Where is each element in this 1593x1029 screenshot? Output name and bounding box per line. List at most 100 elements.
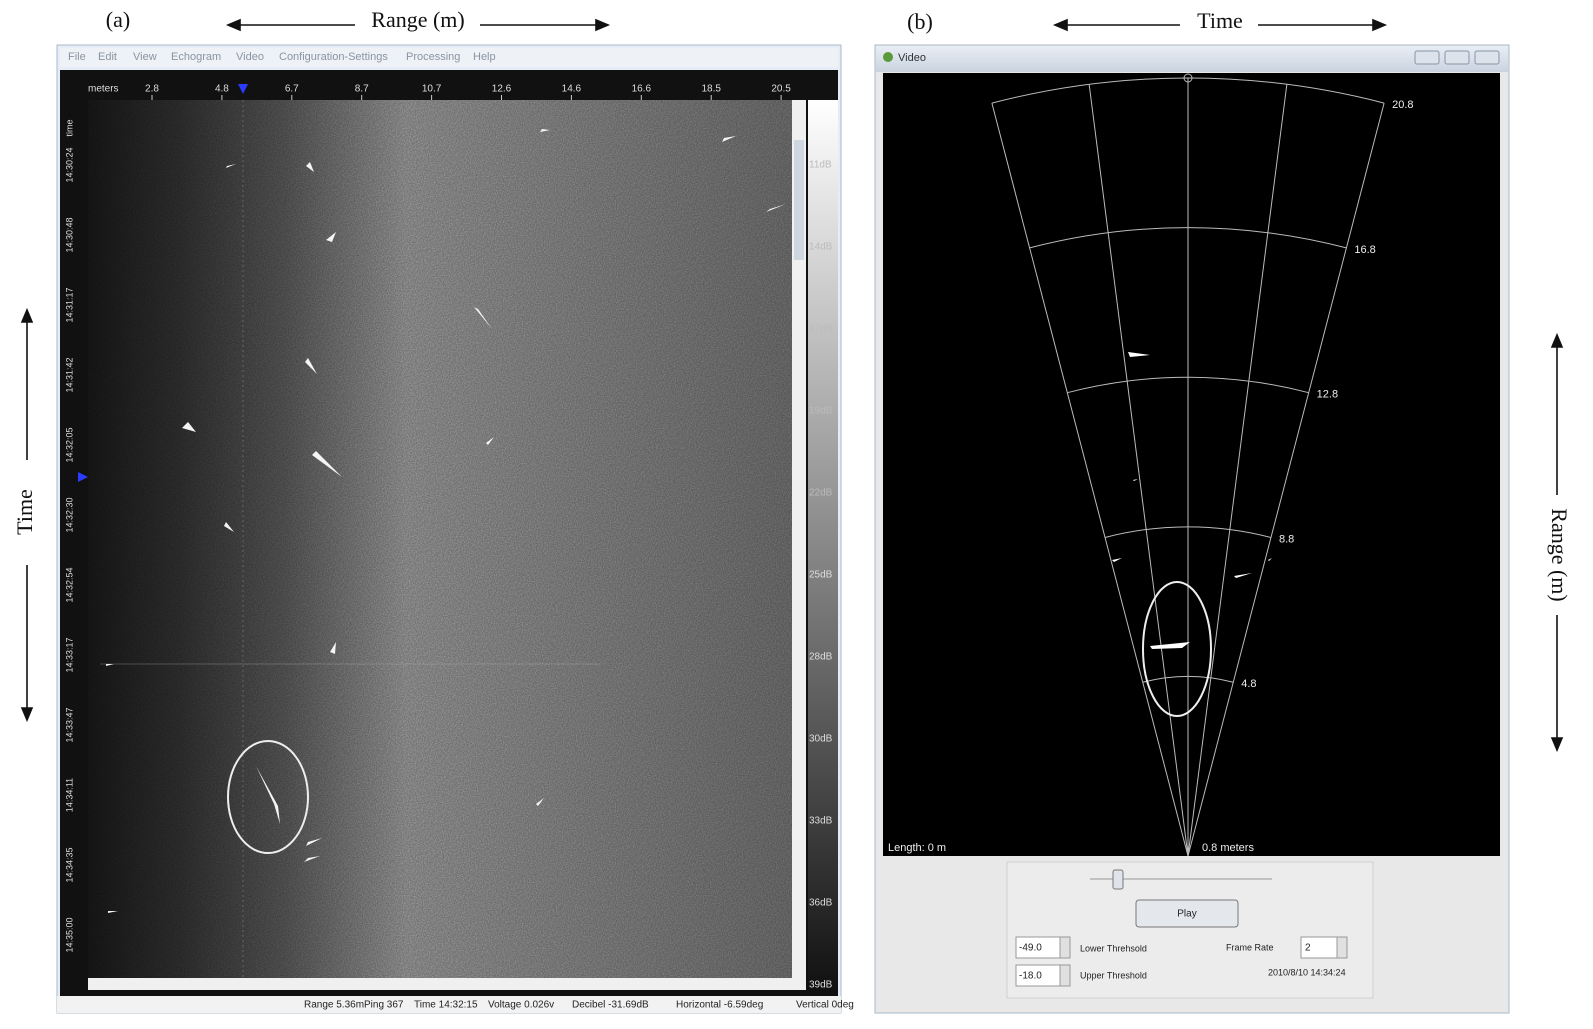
annotation-arrows <box>20 18 1564 753</box>
range-unit: meters <box>88 84 119 95</box>
status-item: Voltage 0.026v <box>488 1000 554 1011</box>
range-ring-label: 4.8 <box>1241 678 1256 690</box>
fish-echoes <box>106 129 786 913</box>
panel-label: (b) <box>907 9 933 34</box>
status-item: Vertical 0deg <box>796 1000 854 1011</box>
range-tick-label: 12.6 <box>492 84 512 95</box>
fan-radial <box>1187 84 1288 857</box>
play-label[interactable]: Play <box>1177 909 1196 920</box>
range-tick-label: 20.5 <box>771 84 791 95</box>
vertical-scrollbar[interactable] <box>792 100 806 978</box>
range-tick-label: 10.7 <box>422 84 442 95</box>
echogram-shading <box>88 100 794 978</box>
range-ring <box>1067 376 1309 394</box>
range-ring <box>1029 227 1347 249</box>
range-ring <box>1142 676 1234 683</box>
status-item: Time 14:32:15 <box>414 1000 478 1011</box>
status-item: Ping 367 <box>364 1000 404 1011</box>
time-tick-label: 14:34:11 <box>64 778 74 812</box>
range-tick-label: 4.8 <box>215 84 229 95</box>
time-tick-label: 14:33:47 <box>64 707 74 742</box>
spin-buttons[interactable] <box>1059 936 1348 987</box>
status-item: Decibel -31.69dB <box>572 1000 649 1011</box>
status-item: Horizontal -6.59deg <box>676 1000 763 1011</box>
menu-item[interactable]: View <box>133 51 157 63</box>
title-bar <box>876 46 1508 72</box>
app-icon <box>883 52 893 62</box>
time-tick-label: 14:31:17 <box>64 287 74 322</box>
range-tick-label: 16.6 <box>632 84 652 95</box>
axis-annotation: Range (m) <box>1547 508 1572 601</box>
panel-label: (a) <box>106 7 130 32</box>
window-title: Video <box>898 52 926 64</box>
range-ring-label: 20.8 <box>1392 99 1413 111</box>
frame-rate-value[interactable]: 2 <box>1305 943 1311 954</box>
timestamp: 2010/8/10 14:34:24 <box>1268 967 1346 977</box>
highlight-ellipse <box>227 740 309 854</box>
frame-rate-label: Frame Rate <box>1226 942 1274 952</box>
menu-item[interactable]: Edit <box>98 51 117 63</box>
db-color-bar <box>808 100 838 990</box>
range-ring-label: 8.8 <box>1279 533 1294 545</box>
axis-annotation: Time <box>12 489 37 535</box>
menu-item[interactable]: Echogram <box>171 51 221 63</box>
range-tick-label: 6.7 <box>285 84 299 95</box>
time-tick-label: 14:31:42 <box>64 357 74 392</box>
db-label: 30dB <box>809 734 833 745</box>
fan-radial <box>1187 102 1385 857</box>
time-tick-label: 14:30:24 <box>64 147 74 182</box>
menu-bar <box>60 48 838 67</box>
time-tick-label: 14:30:48 <box>64 217 74 252</box>
time-tick-label: 14:33:17 <box>64 637 74 672</box>
time-tick-label: 14:32:54 <box>64 567 74 602</box>
range-tick-label: 18.5 <box>701 84 721 95</box>
upper-threshold-value[interactable]: -18.0 <box>1019 971 1042 982</box>
db-label: 33dB <box>809 816 833 827</box>
time-tick-label: 14:35:00 <box>64 917 74 952</box>
db-label: 22dB <box>809 488 833 499</box>
lower-threshold-label: Lower Threhsold <box>1080 943 1147 953</box>
db-label: 36dB <box>809 898 833 909</box>
sonar-view <box>883 73 1500 856</box>
range-ring <box>991 77 1385 104</box>
menu-item[interactable]: Video <box>236 51 264 63</box>
sonar-targets <box>1112 352 1272 649</box>
db-label: 39dB <box>809 980 833 991</box>
status-bar <box>57 996 841 1013</box>
range-tick-label: 8.7 <box>355 84 369 95</box>
length-readout: Length: 0 m <box>888 842 946 854</box>
menu-item[interactable]: Processing <box>406 51 460 63</box>
slider-thumb[interactable] <box>1112 869 1124 890</box>
sonar-fan: 20.8 16.8 12.8 8.8 4.8 <box>991 73 1414 857</box>
db-label: 11dB <box>809 160 832 171</box>
upper-threshold-label: Upper Threshold <box>1080 970 1147 980</box>
time-tick-label: 14:34:35 <box>64 847 74 882</box>
window-buttons[interactable] <box>1414 50 1500 65</box>
time-tick-label: 14:32:05 <box>64 427 74 462</box>
range-tick-label: 2.8 <box>145 84 159 95</box>
time-tick-label: 14:32:30 <box>64 497 74 532</box>
menu-item[interactable]: Configuration-Settings <box>279 51 388 63</box>
scale-readout: 0.8 meters <box>1202 842 1254 854</box>
range-tick-label: 14.6 <box>562 84 582 95</box>
time-unit: time <box>64 119 74 136</box>
menu-item[interactable]: Help <box>473 51 496 63</box>
range-ring-label: 12.8 <box>1317 389 1338 401</box>
fan-radial <box>991 102 1189 857</box>
range-ring-label: 16.8 <box>1354 244 1375 256</box>
db-label: 19dB <box>809 406 833 417</box>
status-item: Range 5.36m <box>304 1000 364 1011</box>
range-ring <box>1104 526 1272 538</box>
db-label: 28dB <box>809 652 833 663</box>
axis-annotation: Range (m) <box>371 7 464 32</box>
play-button[interactable] <box>1135 899 1239 928</box>
lower-threshold-value[interactable]: -49.0 <box>1019 943 1042 954</box>
highlight-ellipse <box>1142 581 1212 717</box>
menu-item[interactable]: File <box>68 51 86 63</box>
db-label: 25dB <box>809 570 833 581</box>
horizontal-scrollbar[interactable] <box>88 978 806 990</box>
db-label: 17dB <box>809 324 833 335</box>
scroll-thumb[interactable] <box>794 140 804 260</box>
fan-radial <box>1088 84 1189 857</box>
